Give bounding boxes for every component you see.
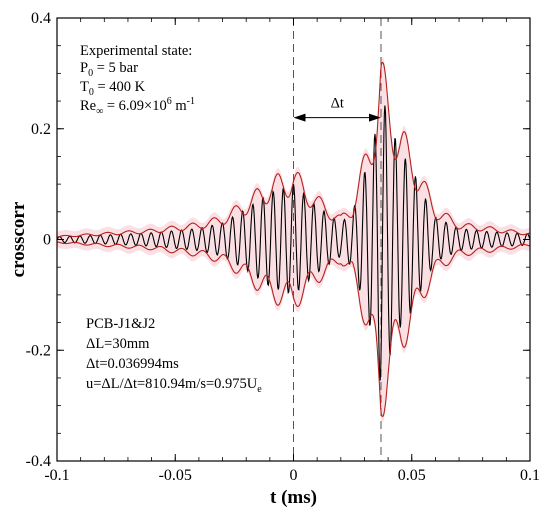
- reference-lines: [293, 18, 382, 461]
- lower-envelope-line: [56, 241, 531, 417]
- series-group: [56, 62, 531, 417]
- temperature-line: T0 = 400 K: [80, 79, 146, 98]
- y-tick-label: 0.4: [31, 10, 51, 27]
- y-axis-label: crosscorr: [8, 201, 29, 277]
- upper-envelope-line: [56, 62, 531, 238]
- y-tick-label: -0.2: [26, 342, 51, 359]
- reynolds-line: Re∞ = 6.09×106 m-1: [80, 96, 195, 117]
- x-tick-label: 0.05: [398, 467, 426, 484]
- x-tick-label: 0: [290, 467, 298, 484]
- time-delay-label: Δt=0.036994ms: [86, 356, 179, 372]
- y-tick-label: 0: [43, 232, 51, 249]
- experimental-state-title: Experimental state:: [80, 43, 192, 59]
- measurement-annotation: PCB-J1&J2 ΔL=30mm Δt=0.036994ms u=ΔL/Δt=…: [86, 316, 262, 395]
- delta-t-marker: Δt: [293, 96, 381, 122]
- y-tick-label: -0.4: [26, 453, 51, 470]
- x-tick-label: -0.05: [159, 467, 192, 484]
- x-tick-label: 0.1: [520, 467, 540, 484]
- delta-t-arrowhead-left: [293, 113, 306, 122]
- x-axis-label: t (ms): [270, 487, 317, 508]
- pressure-line: P0 = 5 bar: [80, 60, 138, 79]
- velocity-label: u=ΔL/Δt=810.94m/s=0.975Ue: [86, 376, 262, 395]
- delta-t-label: Δt: [331, 96, 344, 112]
- y-tick-label: 0.2: [31, 121, 51, 138]
- sensor-pair-label: PCB-J1&J2: [86, 316, 155, 332]
- x-tick-label: -0.1: [44, 467, 69, 484]
- axis-ticks: -0.1 -0.05 0 0.05 0.1 -0.4 -0.2 0 0.2 0.4: [26, 10, 540, 484]
- experimental-state-annotation: Experimental state: P0 = 5 bar T0 = 400 …: [80, 43, 195, 117]
- delta-t-arrowhead-right: [368, 113, 381, 122]
- sensor-spacing-label: ΔL=30mm: [86, 336, 150, 352]
